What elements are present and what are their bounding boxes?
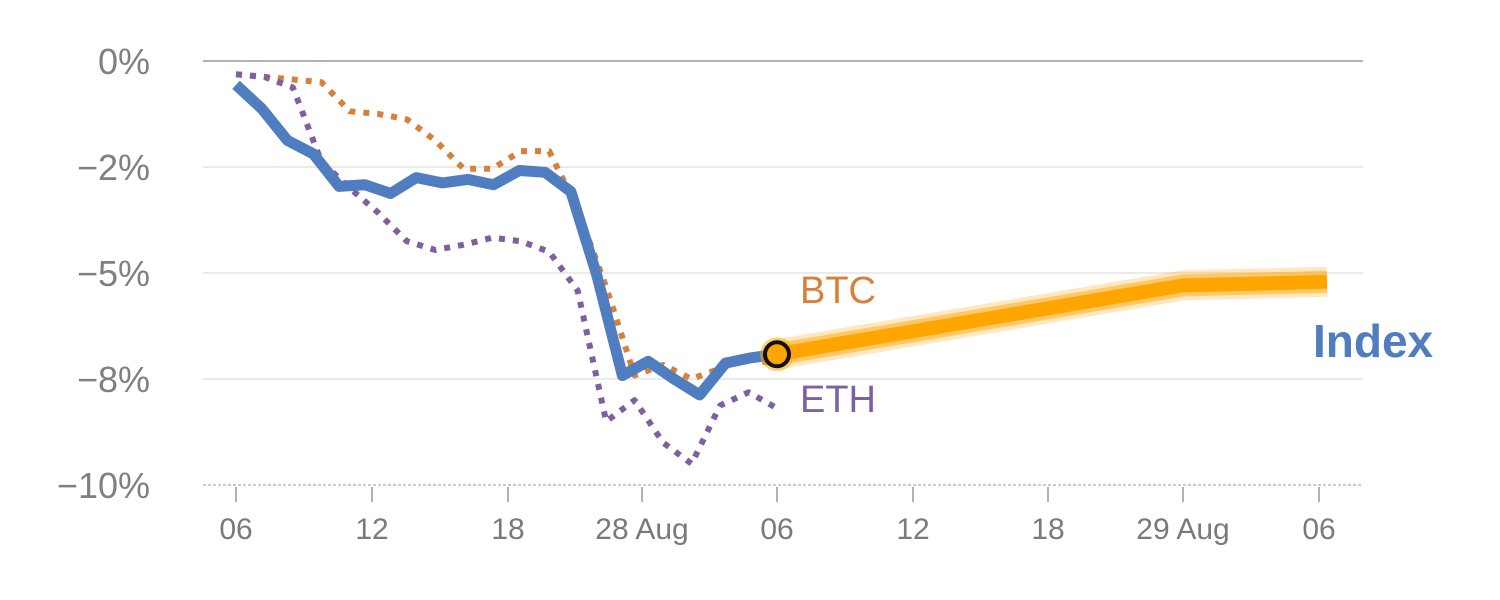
series-index [232,80,778,401]
series-btc [235,71,778,382]
current-point-marker [763,340,791,369]
gridlines [203,60,1363,486]
y-tick-label: −10% [57,465,150,506]
y-tick-label: −5% [77,253,150,294]
markers [760,337,794,372]
y-tick-label: −2% [77,147,150,188]
label-index: Index [1313,315,1434,367]
x-axis: 06 12 18 28 Aug 06 12 18 29 Aug 06 [219,487,1336,546]
label-eth: ETH [800,379,876,421]
y-tick-label: 0% [98,41,150,82]
label-btc: BTC [800,270,876,312]
y-tick-label: −8% [77,359,150,400]
x-tick-label: 18 [491,513,524,546]
x-tick-label: 12 [355,513,388,546]
x-tick-label: 06 [760,513,793,546]
x-tick-label: 06 [1302,513,1335,546]
series-eth [235,71,779,467]
x-tick-label: 12 [896,513,929,546]
x-tick-label: 28 Aug [595,513,688,546]
forecast-line [775,274,1328,362]
x-tick-label: 29 Aug [1136,513,1229,546]
y-axis-tick-labels: 0% −2% −5% −8% −10% [57,41,150,506]
x-tick-label: 18 [1031,513,1064,546]
x-tick-label: 06 [219,513,252,546]
series-lines [232,71,1328,467]
